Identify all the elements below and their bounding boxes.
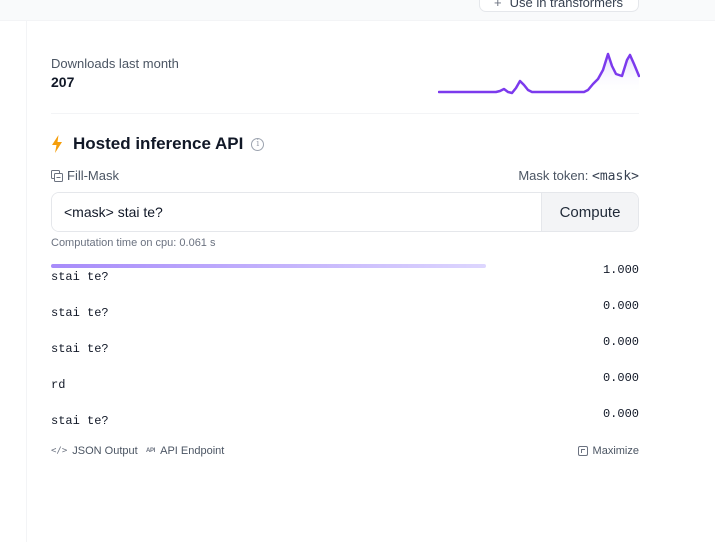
- result-score: 0.000: [602, 299, 639, 313]
- result-label: stai te?: [51, 270, 109, 284]
- result-row: stai te? 0.000: [51, 333, 639, 369]
- result-label: rd: [51, 378, 66, 392]
- result-label: stai te?: [51, 414, 109, 428]
- inference-title: Hosted inference API: [73, 134, 244, 153]
- inference-footer: </> JSON Output API API Endpoint Maximiz…: [51, 445, 639, 459]
- section-divider: [51, 113, 639, 114]
- left-divider: [26, 21, 27, 542]
- result-row: rd 0.000: [51, 369, 639, 405]
- result-bar: [51, 264, 487, 268]
- maximize-icon: [577, 446, 588, 456]
- task-label: Fill-Mask: [67, 168, 119, 183]
- task-type: Fill-Mask: [51, 168, 119, 183]
- inference-input-group: Compute: [51, 192, 639, 232]
- downloads-count: 207: [51, 74, 75, 90]
- api-endpoint-button[interactable]: API API Endpoint: [146, 445, 224, 457]
- result-score: 0.000: [602, 335, 639, 349]
- json-output-button[interactable]: </> JSON Output: [51, 445, 138, 457]
- api-icon: API: [146, 448, 156, 454]
- use-in-transformers-label: Use in transformers: [509, 0, 624, 10]
- use-in-transformers-button[interactable]: + Use in transformers: [479, 0, 639, 12]
- top-bar: + Use in transformers: [0, 0, 715, 21]
- result-score: 0.000: [602, 371, 639, 385]
- mask-token-label: Mask token:: [518, 168, 589, 183]
- mask-token-info: Mask token: <mask>: [518, 168, 639, 184]
- result-row: stai te? 1.000: [51, 261, 639, 297]
- result-row: stai te? 0.000: [51, 405, 639, 441]
- result-label: stai te?: [51, 342, 109, 356]
- inference-input[interactable]: [52, 193, 541, 231]
- downloads-sparkline: [438, 52, 640, 95]
- computation-time: Computation time on cpu: 0.061 s: [51, 237, 216, 249]
- plus-icon: +: [494, 0, 502, 10]
- mask-token-value: <mask>: [592, 169, 639, 184]
- result-row: stai te? 0.000: [51, 297, 639, 333]
- info-icon[interactable]: i: [251, 137, 265, 151]
- json-output-label: JSON Output: [72, 445, 138, 457]
- inference-header: Hosted inference API i: [51, 134, 265, 154]
- result-label: stai te?: [51, 306, 109, 320]
- results-list: stai te? 1.000 stai te? 0.000 stai te? 0…: [51, 261, 639, 441]
- maximize-button[interactable]: Maximize: [577, 445, 639, 457]
- maximize-label: Maximize: [592, 445, 639, 457]
- lightning-icon: [52, 135, 62, 153]
- code-icon: </>: [51, 446, 68, 456]
- fill-mask-icon: [51, 169, 63, 182]
- result-score: 0.000: [602, 407, 639, 421]
- compute-button[interactable]: Compute: [541, 193, 638, 231]
- downloads-label: Downloads last month: [51, 56, 179, 71]
- api-endpoint-label: API Endpoint: [160, 445, 225, 457]
- result-score: 1.000: [602, 263, 639, 277]
